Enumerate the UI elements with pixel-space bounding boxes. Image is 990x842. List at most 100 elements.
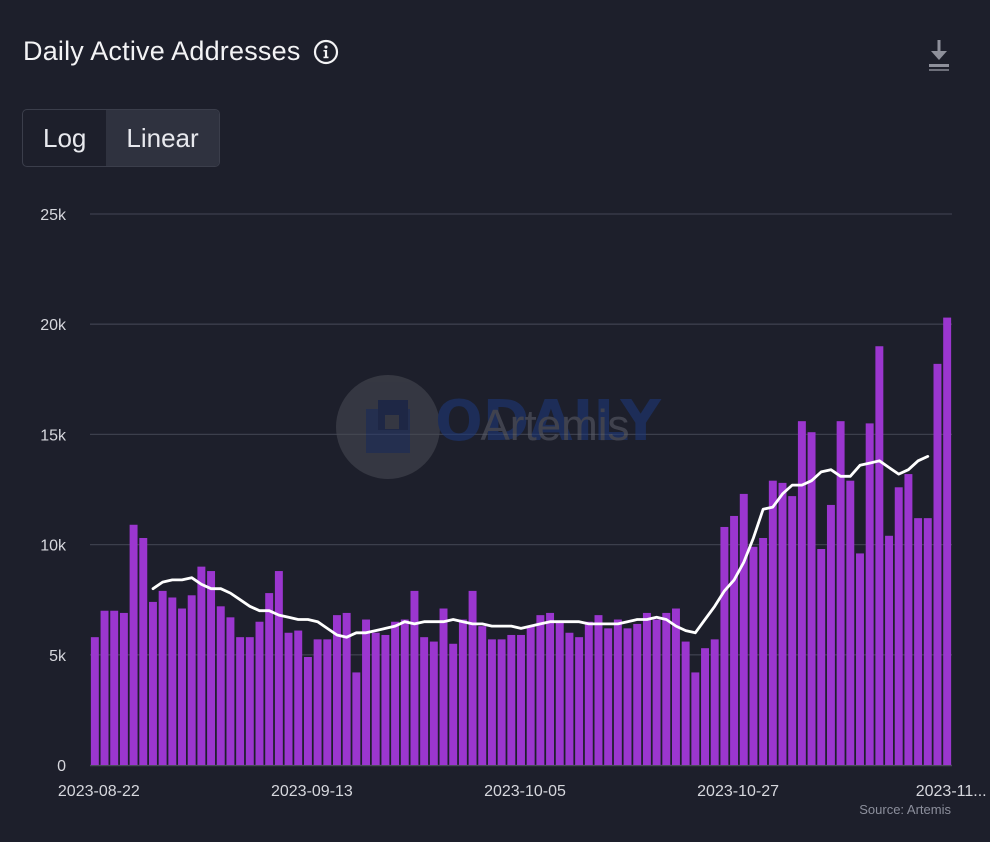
bar[interactable] [342, 612, 351, 765]
bar[interactable] [362, 619, 371, 765]
bar[interactable] [265, 593, 274, 765]
bar[interactable] [885, 535, 894, 765]
bar[interactable] [914, 518, 923, 765]
y-tick-label: 15k [40, 427, 67, 444]
bar[interactable] [458, 619, 467, 765]
bar[interactable] [594, 615, 603, 765]
bar[interactable] [129, 524, 138, 765]
download-icon[interactable] [926, 38, 952, 74]
bar[interactable] [420, 637, 429, 765]
bar[interactable] [449, 643, 458, 765]
bar[interactable] [90, 637, 99, 765]
bar[interactable] [807, 432, 816, 765]
bar[interactable] [333, 615, 341, 765]
bar[interactable] [652, 619, 661, 765]
bar[interactable] [245, 637, 254, 765]
bar[interactable] [856, 553, 864, 765]
bar[interactable] [623, 628, 632, 765]
bar[interactable] [875, 346, 884, 765]
bar[interactable] [439, 608, 448, 765]
info-circle-icon[interactable] [313, 39, 339, 65]
bar[interactable] [681, 641, 690, 765]
bar[interactable] [497, 639, 506, 765]
bar[interactable] [768, 480, 777, 765]
bar[interactable] [943, 317, 952, 765]
bar[interactable] [894, 487, 903, 765]
x-tick-label: 2023-08-22 [58, 783, 140, 800]
bar[interactable] [730, 515, 739, 765]
bar[interactable] [236, 637, 245, 765]
bar[interactable] [739, 493, 748, 765]
bar[interactable] [671, 608, 680, 765]
bar[interactable] [749, 546, 758, 765]
bar[interactable] [400, 619, 409, 765]
linear-scale-button[interactable]: Linear [106, 110, 219, 166]
bar[interactable] [904, 474, 913, 765]
bar[interactable] [536, 615, 545, 765]
bar[interactable] [710, 639, 719, 765]
bar[interactable] [274, 571, 283, 765]
bar[interactable] [507, 634, 516, 765]
bar[interactable] [584, 621, 593, 765]
bar[interactable] [178, 608, 186, 765]
bar[interactable] [933, 363, 942, 765]
bar[interactable] [226, 617, 235, 765]
bar[interactable] [633, 623, 642, 765]
moving-average-line [151, 454, 930, 639]
x-tick-label: 2023-09-13 [271, 783, 353, 800]
bar[interactable] [410, 590, 419, 765]
bar[interactable] [517, 634, 525, 765]
bar[interactable] [371, 632, 380, 765]
bar[interactable] [168, 597, 177, 765]
bar[interactable] [468, 590, 477, 765]
bar[interactable] [478, 626, 487, 765]
bar[interactable] [555, 621, 564, 765]
bar[interactable] [487, 639, 496, 765]
bar[interactable] [604, 628, 613, 765]
bar[interactable] [303, 657, 312, 765]
bar[interactable] [207, 571, 216, 765]
bar[interactable] [865, 423, 874, 765]
bar[interactable] [148, 601, 157, 765]
bar[interactable] [720, 526, 729, 765]
bar[interactable] [284, 632, 293, 765]
bar[interactable] [846, 480, 855, 765]
bar[interactable] [352, 672, 361, 765]
bar[interactable] [313, 639, 322, 765]
bar[interactable] [391, 621, 400, 765]
bar[interactable] [187, 595, 196, 765]
bar[interactable] [642, 612, 651, 765]
bar[interactable] [662, 612, 671, 765]
bar[interactable] [691, 672, 700, 765]
bar[interactable] [575, 637, 584, 765]
bar[interactable] [759, 537, 768, 765]
bar[interactable] [139, 537, 148, 765]
bar[interactable] [923, 518, 932, 765]
bar[interactable] [778, 482, 787, 765]
bar[interactable] [613, 619, 622, 765]
bar[interactable] [323, 639, 332, 765]
bar[interactable] [546, 612, 555, 765]
bar[interactable] [119, 612, 128, 765]
bar[interactable] [294, 630, 303, 765]
bar[interactable] [100, 610, 109, 765]
bar[interactable] [429, 641, 438, 765]
bar[interactable] [701, 648, 709, 765]
bar[interactable] [197, 566, 206, 765]
bar[interactable] [381, 634, 390, 765]
bar[interactable] [836, 421, 845, 765]
bar[interactable] [216, 606, 225, 765]
bar[interactable] [565, 632, 574, 765]
bar[interactable] [255, 621, 264, 765]
log-scale-button[interactable]: Log [23, 110, 106, 166]
scale-toggle: Log Linear [22, 109, 220, 167]
bar[interactable] [826, 504, 835, 765]
bar[interactable] [788, 496, 797, 765]
bar[interactable] [797, 421, 806, 765]
bar[interactable] [110, 610, 119, 765]
bar[interactable] [158, 590, 167, 765]
bar[interactable] [817, 549, 826, 765]
bar[interactable] [526, 626, 535, 765]
y-axis-ticks: 0 5k 10k 15k 20k 25k [40, 207, 67, 775]
watermark: ODAILY Artemis [336, 375, 662, 479]
